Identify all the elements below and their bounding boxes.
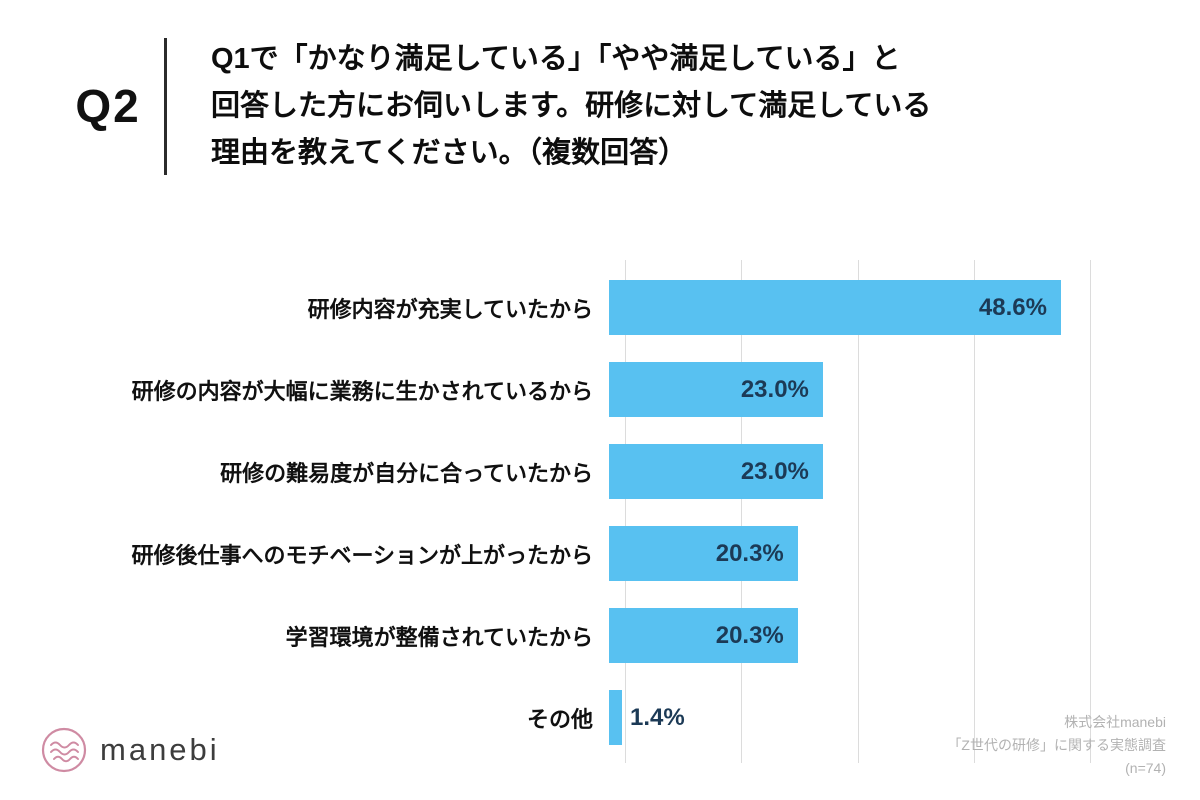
source-line-company: 株式会社manebi: [1064, 713, 1166, 730]
bar-row: 学習環境が整備されていたから 20.3%: [0, 608, 1090, 663]
category-label: 研修の内容が大幅に業務に生かされているから: [131, 378, 593, 404]
bar-row: 研修後仕事へのモチベーションが上がったから 20.3%: [0, 526, 1090, 581]
bar-track: 20.3%: [609, 526, 1074, 581]
question-line-1: Q1で「かなり満足している」「やや満足している」と: [211, 43, 901, 75]
chart-gridlines: [625, 260, 1091, 763]
manebi-logo-icon: [41, 727, 87, 773]
question-number: Q2: [75, 80, 141, 133]
bar-track: 48.6%: [609, 280, 1074, 335]
bar: [609, 690, 623, 745]
bar-track: 23.0%: [609, 444, 1074, 499]
value-label: 23.0%: [740, 457, 809, 485]
source-attribution: 株式会社manebi 「Z世代の研修」に関する実態調査 (n=74): [947, 711, 1166, 780]
category-label: その他: [526, 706, 593, 732]
category-label: 研修の難易度が自分に合っていたから: [220, 460, 593, 486]
value-label: 20.3%: [715, 621, 784, 649]
bar-row: その他 1.4%: [0, 690, 1090, 745]
question-line-3: 理由を教えてください。（複数回答）: [211, 136, 688, 169]
header-divider: [164, 38, 167, 175]
source-line-sample: (n=74): [1125, 759, 1166, 776]
question-line-2: 回答した方にお伺いします。研修に対して満足している: [211, 89, 932, 122]
bar-track: 20.3%: [609, 608, 1074, 663]
bar-row: 研修の内容が大幅に業務に生かされているから 23.0%: [0, 362, 1090, 417]
manebi-logo-text: manebi: [100, 732, 220, 767]
value-label: 48.6%: [978, 293, 1047, 321]
question-header: Q2 Q1で「かなり満足している」「やや満足している」と 回答した方にお伺いしま…: [52, 36, 931, 177]
bar: [609, 444, 823, 499]
question-text: Q1で「かなり満足している」「やや満足している」と 回答した方にお伺いします。研…: [211, 36, 931, 177]
source-line-survey: 「Z世代の研修」に関する実態調査: [947, 736, 1166, 753]
bar-track: 1.4%: [609, 690, 1074, 745]
bar-track: 23.0%: [609, 362, 1074, 417]
category-label: 研修後仕事へのモチベーションが上がったから: [131, 542, 593, 568]
bar: [609, 526, 798, 581]
category-label: 学習環境が整備されていたから: [285, 624, 593, 650]
bar: [609, 608, 798, 663]
bar: [609, 362, 823, 417]
bar-row: 研修内容が充実していたから 48.6%: [0, 280, 1090, 335]
value-label: 1.4%: [630, 703, 685, 731]
bar-row: 研修の難易度が自分に合っていたから 23.0%: [0, 444, 1090, 499]
value-label: 20.3%: [715, 539, 784, 567]
bar-chart: 研修内容が充実していたから 48.6% 研修の内容が大幅に業務に生かされているか…: [0, 260, 1091, 763]
manebi-logo: manebi: [40, 726, 220, 774]
category-label: 研修内容が充実していたから: [307, 296, 593, 322]
bar: [609, 280, 1061, 335]
value-label: 23.0%: [740, 375, 809, 403]
